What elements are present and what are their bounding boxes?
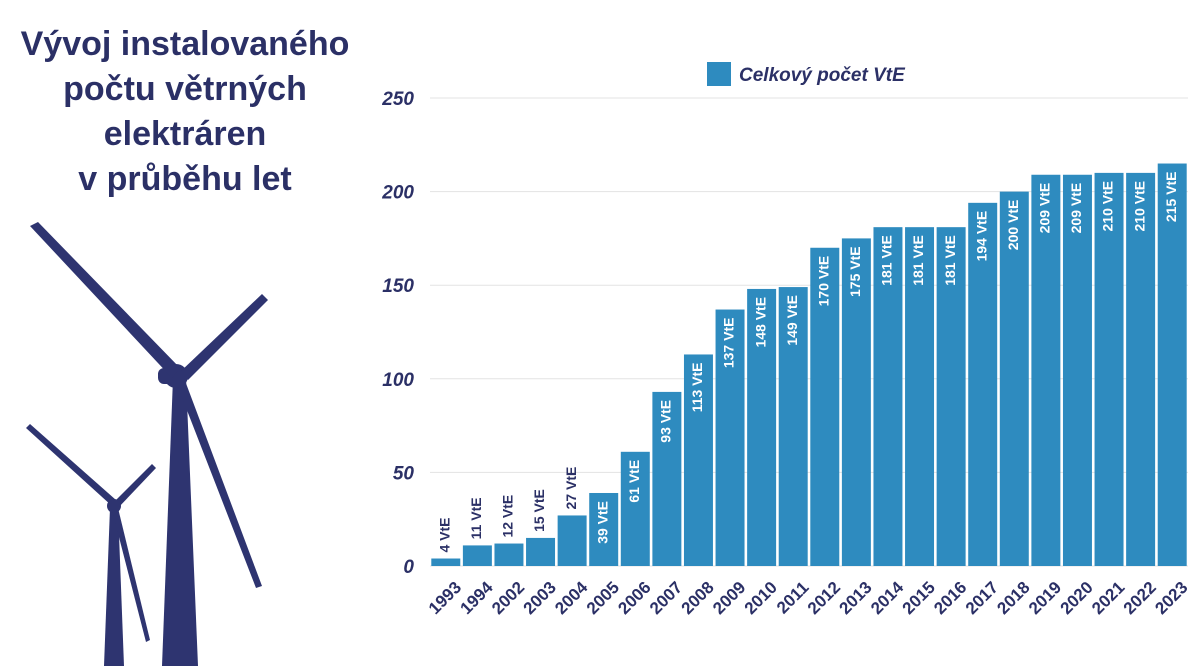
small-turbine-icon <box>26 424 156 666</box>
x-tick-label: 2007 <box>646 578 686 618</box>
bar <box>810 247 840 566</box>
x-tick-label: 2009 <box>709 578 749 618</box>
data-label: 148 VtE <box>752 297 768 348</box>
bar <box>557 515 587 566</box>
title-line: v průběhu let <box>78 160 292 198</box>
wind-turbine-illustration <box>26 222 268 666</box>
bar <box>1157 163 1187 566</box>
data-label: 170 VtE <box>815 256 831 307</box>
data-label: 39 VtE <box>594 501 610 544</box>
x-tick-label: 2003 <box>520 578 560 618</box>
legend-label: Celkový počet VtE <box>739 65 906 86</box>
data-label: 11 VtE <box>468 497 484 539</box>
x-tick-label: 2023 <box>1151 578 1191 618</box>
x-tick-label: 2010 <box>741 578 781 618</box>
x-tick-label: 2020 <box>1057 578 1097 618</box>
chart-title: Vývoj instalovaného počtu větrných elekt… <box>0 22 370 202</box>
bar <box>873 227 903 566</box>
bar <box>1126 172 1156 566</box>
bar <box>652 391 682 566</box>
data-label: 27 VtE <box>563 467 579 510</box>
y-axis: 0 50 100 150 200 250 <box>381 89 414 578</box>
legend-swatch <box>707 62 731 86</box>
x-tick-label: 2008 <box>678 578 718 618</box>
bar <box>589 492 619 566</box>
x-tick-label: 2014 <box>867 577 908 618</box>
title-line: počtu větrných <box>63 70 307 108</box>
data-label: 181 VtE <box>879 235 895 286</box>
x-tick-label: 2016 <box>930 578 970 618</box>
data-label: 209 VtE <box>1068 183 1084 234</box>
data-label: 215 VtE <box>1163 172 1179 223</box>
data-label: 61 VtE <box>626 460 642 503</box>
gridlines <box>430 97 1188 567</box>
bar <box>1062 174 1092 566</box>
y-tick-label: 200 <box>381 183 414 204</box>
x-tick-label: 2002 <box>488 578 528 618</box>
x-tick-label: 2012 <box>804 578 844 618</box>
x-tick-label: 2015 <box>899 578 939 618</box>
x-tick-label: 1993 <box>425 578 465 618</box>
bar <box>778 287 808 566</box>
y-tick-label: 150 <box>382 276 414 297</box>
data-label: 175 VtE <box>847 246 863 297</box>
x-tick-label: 2017 <box>962 578 1002 618</box>
data-label: 113 VtE <box>689 362 705 412</box>
bar <box>936 227 966 566</box>
y-tick-label: 100 <box>382 370 414 391</box>
bar <box>747 288 777 566</box>
y-tick-label: 250 <box>381 89 414 110</box>
data-label: 210 VtE <box>1131 181 1147 232</box>
x-tick-label: 2004 <box>551 577 592 618</box>
data-label: 209 VtE <box>1037 183 1053 234</box>
bar <box>905 227 935 566</box>
x-tick-label: 1994 <box>457 577 498 618</box>
title-line: Vývoj instalovaného <box>20 25 350 63</box>
bar <box>968 202 998 566</box>
data-label: 210 VtE <box>1100 181 1116 232</box>
y-tick-label: 50 <box>393 463 415 484</box>
data-label: 181 VtE <box>910 235 926 286</box>
bar <box>1094 172 1124 566</box>
x-tick-label: 2013 <box>836 578 876 618</box>
bar <box>431 558 461 566</box>
data-label: 181 VtE <box>942 235 958 286</box>
y-tick-label: 0 <box>403 557 414 578</box>
large-turbine-icon <box>30 222 268 666</box>
data-label: 137 VtE <box>721 318 737 369</box>
data-label: 200 VtE <box>1005 200 1021 251</box>
data-label: 4 VtE <box>436 517 452 552</box>
bar <box>462 545 492 566</box>
x-tick-label: 2022 <box>1120 578 1160 618</box>
data-label: 149 VtE <box>784 295 800 346</box>
x-tick-label: 2018 <box>993 578 1033 618</box>
title-line: elektráren <box>103 115 267 153</box>
bar <box>999 191 1029 566</box>
x-tick-label: 2021 <box>1088 578 1128 618</box>
data-labels: 4 VtE 11 VtE 12 VtE 15 VtE 27 VtE 39 VtE 61 Vt… <box>436 172 1178 553</box>
bar <box>683 354 713 566</box>
x-tick-label: 2019 <box>1025 578 1065 618</box>
bar <box>841 238 871 566</box>
legend: Celkový počet VtE <box>707 62 906 86</box>
bars <box>431 163 1187 566</box>
bar <box>494 543 524 566</box>
bar <box>526 537 556 566</box>
bar <box>715 309 745 566</box>
x-tick-label: 2005 <box>583 578 623 618</box>
data-label: 12 VtE <box>500 495 516 538</box>
x-tick-label: 2006 <box>614 578 654 618</box>
bar <box>620 451 650 566</box>
x-tick-label: 2011 <box>773 578 813 618</box>
data-label: 15 VtE <box>531 489 547 532</box>
x-axis: 1993199420022003200420052006200720082009… <box>425 577 1192 618</box>
bar <box>1031 174 1061 566</box>
data-label: 93 VtE <box>658 400 674 443</box>
data-label: 194 VtE <box>973 211 989 262</box>
